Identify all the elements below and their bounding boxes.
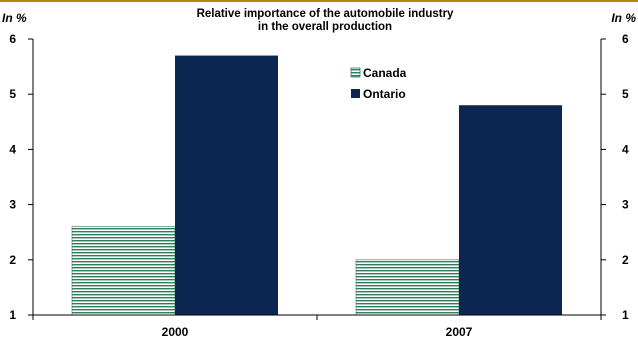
right-tick-label-6: 6	[622, 32, 629, 46]
right-tick-label-5: 5	[622, 87, 629, 101]
category-label-2007: 2007	[446, 325, 473, 339]
right-axis-unit: In %	[611, 11, 636, 25]
right-tick-label-1: 1	[622, 308, 629, 322]
bar-ontario-2000	[175, 55, 278, 316]
chart-title-line-2: in the overall production	[258, 21, 392, 33]
legend-swatch-ontario	[351, 89, 360, 98]
left-tick-label-5: 5	[9, 87, 16, 101]
bar-ontario-2007	[459, 105, 562, 316]
left-tick-label-4: 4	[9, 142, 16, 156]
left-tick-label-2: 2	[9, 253, 16, 267]
left-tick-label-3: 3	[9, 198, 16, 212]
right-tick-label-4: 4	[622, 142, 629, 156]
left-tick-label-6: 6	[9, 32, 16, 46]
bar-canada-2000	[71, 226, 176, 316]
right-tick-label-2: 2	[622, 253, 629, 267]
legend-swatch-canada	[350, 67, 361, 78]
chart-title-line-1: Relative importance of the automobile in…	[197, 8, 454, 20]
bar-canada-2007	[355, 259, 460, 316]
legend-label-ontario: Ontario	[363, 87, 406, 101]
left-tick-label-1: 1	[9, 308, 16, 322]
right-tick-label-3: 3	[622, 198, 629, 212]
category-label-2000: 2000	[162, 325, 189, 339]
left-axis-unit: In %	[2, 11, 27, 25]
legend-label-canada: Canada	[363, 66, 407, 80]
